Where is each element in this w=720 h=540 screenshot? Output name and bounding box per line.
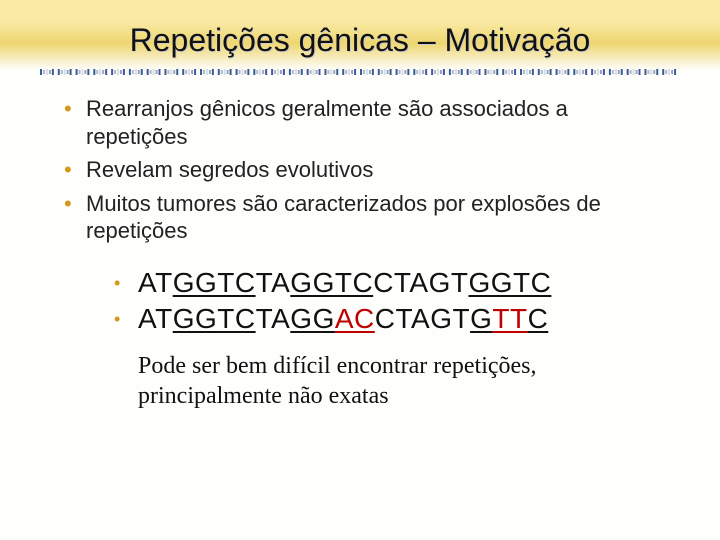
bullet-item: Revelam segredos evolutivos xyxy=(60,156,660,184)
sequence-text: ATGGTCTAGGTCCTAGTGGTC xyxy=(138,267,551,298)
main-bullets: Rearranjos gênicos geralmente são associ… xyxy=(60,95,660,245)
bullet-item: Rearranjos gênicos geralmente são associ… xyxy=(60,95,660,150)
sequence-row: ATGGTCTAGGTCCTAGTGGTC xyxy=(110,267,660,299)
dna-divider xyxy=(40,67,680,77)
slide-title: Repetições gênicas – Motivação xyxy=(0,0,720,59)
sequence-bullets: ATGGTCTAGGTCCTAGTGGTC ATGGTCTAGGACCTAGTG… xyxy=(110,267,660,335)
sequence-text: ATGGTCTAGGACCTAGTGTTC xyxy=(138,303,548,334)
bullet-item: Muitos tumores são caracterizados por ex… xyxy=(60,190,660,245)
slide: Repetições gênicas – Motivação Rearranjo… xyxy=(0,0,720,540)
sequence-row: ATGGTCTAGGACCTAGTGTTC xyxy=(110,303,660,335)
footnote: Pode ser bem difícil encontrar repetiçõe… xyxy=(138,351,660,411)
